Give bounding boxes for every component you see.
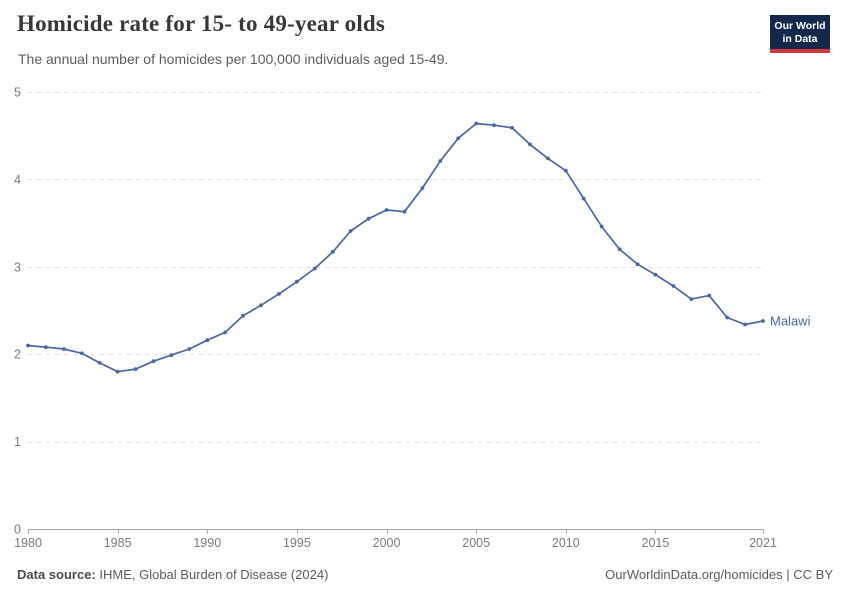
series-point [151,359,156,364]
series-point [563,168,568,173]
series-point [761,319,765,323]
y-tick-label: 4 [14,173,21,187]
series-point [330,250,335,254]
x-tick-label: 2000 [373,536,401,550]
x-tick-label: 1990 [193,536,221,550]
x-tick-label: 1985 [104,536,132,550]
series-label-malawi[interactable]: Malawi [770,313,811,328]
series-point [79,351,84,356]
series-point [689,297,694,301]
chart-title: Homicide rate for 15- to 49-year olds [17,11,386,36]
y-tick-label: 0 [14,523,21,537]
series-point [653,272,658,277]
series-point [617,247,622,252]
x-tick-label: 1980 [14,536,42,550]
series-point [402,209,407,214]
series-point [725,315,729,320]
series-point [259,303,263,308]
series-point [438,159,443,163]
x-tick-label: 1995 [283,536,311,550]
series-point [635,262,640,267]
series-point [187,347,192,351]
series-point [510,125,514,130]
series-point [456,136,461,141]
series-point [241,313,246,318]
y-tick-label: 3 [14,260,21,274]
series-point [366,216,371,221]
series-point [420,186,425,191]
y-tick-label: 1 [14,435,21,449]
y-tick-label: 5 [14,86,21,100]
series-point [223,330,228,335]
data-source-text[interactable]: IHME, Global Burden of Disease (2024) [99,567,329,582]
series-line-malawi [27,122,764,373]
owid-logo[interactable]: Our World in Data [770,15,830,53]
series-point [528,142,532,147]
series-point [581,196,586,201]
y-tick-label: 2 [14,348,21,362]
series-point [169,353,174,357]
footer-citation-link[interactable]: OurWorldinData.org/homicides | CC BY [605,567,833,582]
series-point [62,347,66,351]
series-point [492,123,496,128]
series-point [671,284,676,288]
series-point [312,266,317,271]
data-source-line: Data source: IHME, Global Burden of Dise… [17,567,328,582]
series-point [115,369,120,374]
series-point [474,121,479,126]
series-point [277,292,281,296]
owid-logo-line1: Our World [774,20,826,32]
series-point [546,156,550,161]
series-point [295,279,299,284]
series-point [707,293,712,298]
data-source-label: Data source: [17,567,96,582]
owid-logo-line2: in Data [782,33,818,45]
series-point [205,338,210,343]
series-point [26,343,30,348]
series-point [743,322,747,327]
series-point [348,229,353,233]
x-tick-label: 2015 [642,536,670,550]
chart-footer: Data source: IHME, Global Burden of Dise… [17,567,833,582]
series-point [384,208,389,212]
x-tick-label: 2021 [749,536,777,550]
series-point [44,345,48,350]
series-point [599,224,604,229]
series-point [97,361,102,365]
x-tick-label: 2005 [462,536,490,550]
x-tick-label: 2010 [552,536,580,550]
chart-subtitle: The annual number of homicides per 100,0… [18,51,449,67]
series-point [133,367,138,371]
